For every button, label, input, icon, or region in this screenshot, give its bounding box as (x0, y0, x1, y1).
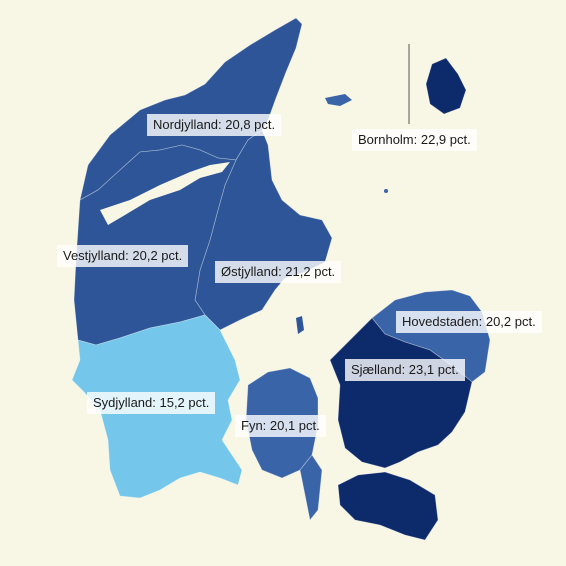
label-ostjylland: Østjylland: 21,2 pct. (215, 261, 342, 283)
island-anholt (325, 94, 352, 106)
island-hesselo (384, 189, 388, 193)
label-nordjylland: Nordjylland: 20,8 pct. (147, 114, 282, 136)
label-fyn: Fyn: 20,1 pct. (235, 415, 326, 437)
label-bornholm: Bornholm: 22,9 pct. (352, 129, 477, 151)
region-sjaelland[interactable] (329, 317, 473, 469)
label-hovedstaden: Hovedstaden: 20,2 pct. (396, 311, 542, 333)
label-sjaelland: Sjælland: 23,1 pct. (345, 359, 465, 381)
limfjord (100, 162, 230, 225)
label-vestjylland: Vestjylland: 20,2 pct. (57, 245, 189, 267)
region-sjaelland-lolland-falster[interactable] (337, 471, 439, 541)
island-samso (296, 316, 304, 334)
region-fyn-langeland[interactable] (299, 454, 323, 521)
region-bornholm[interactable] (425, 57, 467, 115)
label-sydjylland: Sydjylland: 15,2 pct. (87, 392, 216, 414)
